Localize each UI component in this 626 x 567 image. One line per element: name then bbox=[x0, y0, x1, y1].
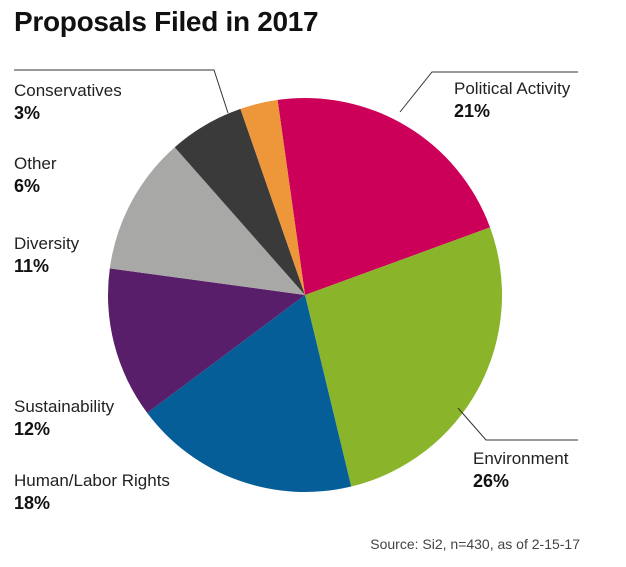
chart-title: Proposals Filed in 2017 bbox=[14, 6, 319, 37]
slice-name-political-activity: Political Activity bbox=[454, 79, 571, 98]
slice-pct-conservatives: 3% bbox=[14, 103, 41, 123]
slice-name-environment: Environment bbox=[473, 449, 569, 468]
pie-slice-conservatives bbox=[240, 99, 305, 295]
slice-name-other: Other bbox=[14, 154, 57, 173]
slice-pct-sustainability: 12% bbox=[14, 419, 51, 439]
slice-name-human-labor-rights: Human/Labor Rights bbox=[14, 471, 170, 490]
leader-lines bbox=[14, 69, 578, 441]
leader-environment bbox=[457, 407, 578, 441]
pie-slice-other bbox=[174, 108, 305, 295]
pie-slice-political-activity bbox=[277, 98, 491, 296]
leader-conservatives bbox=[14, 69, 229, 114]
pie-slice-sustainability bbox=[107, 268, 306, 413]
slice-pct-political-activity: 21% bbox=[454, 101, 491, 121]
pie-slice-environment bbox=[305, 227, 503, 487]
slice-pct-diversity: 11% bbox=[14, 256, 50, 276]
label-political-activity: Political Activity 21% bbox=[454, 78, 570, 122]
pie-slice-diversity bbox=[109, 147, 305, 295]
slice-pct-environment: 26% bbox=[473, 471, 510, 491]
label-other: Other 6% bbox=[14, 153, 57, 197]
label-conservatives: Conservatives 3% bbox=[14, 80, 122, 124]
slice-name-sustainability: Sustainability bbox=[14, 397, 115, 416]
label-diversity: Diversity 11% bbox=[14, 233, 79, 277]
leader-political-activity bbox=[399, 71, 578, 113]
label-environment: Environment 26% bbox=[473, 448, 568, 492]
label-human-labor-rights: Human/Labor Rights 18% bbox=[14, 470, 170, 514]
slice-pct-human-labor-rights: 18% bbox=[14, 493, 51, 513]
slice-name-conservatives: Conservatives bbox=[14, 81, 122, 100]
pie-slices bbox=[107, 98, 503, 492]
source-note: Source: Si2, n=430, as of 2-15-17 bbox=[370, 536, 580, 552]
slice-pct-other: 6% bbox=[14, 176, 41, 196]
slice-name-diversity: Diversity bbox=[14, 234, 80, 253]
pie-slice-human-labor-rights bbox=[147, 295, 352, 492]
label-sustainability: Sustainability 12% bbox=[14, 396, 114, 440]
